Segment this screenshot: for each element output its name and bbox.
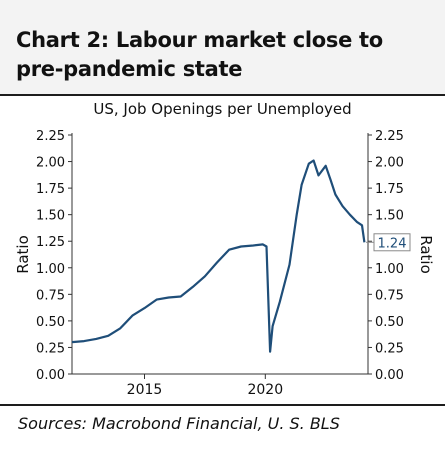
y-tick-label-left: 1.75 bbox=[36, 182, 65, 197]
x-tick-label: 2015 bbox=[127, 382, 163, 398]
y-tick-label-left: 2.25 bbox=[36, 129, 65, 144]
y-axis-title-left: Ratio bbox=[14, 235, 32, 274]
y-tick-label-right: 0.00 bbox=[375, 368, 404, 383]
last-value-label: 1.24 bbox=[378, 236, 407, 251]
chart-subtitle: US, Job Openings per Unemployed bbox=[93, 100, 352, 118]
y-tick-label-right: 0.50 bbox=[375, 315, 404, 330]
y-tick-label-left: 0.50 bbox=[36, 315, 65, 330]
y-tick-label-left: 1.25 bbox=[36, 235, 65, 250]
y-tick-label-left: 0.25 bbox=[36, 341, 65, 356]
y-tick-label-right: 2.25 bbox=[375, 129, 404, 144]
chart-footer: Sources: Macrobond Financial, U. S. BLS bbox=[0, 404, 445, 459]
y-axis-title-right: Ratio bbox=[417, 235, 435, 274]
y-tick-label-left: 2.00 bbox=[36, 156, 65, 171]
y-tick-label-right: 1.50 bbox=[375, 209, 404, 224]
last-value-box bbox=[373, 233, 411, 252]
y-tick-label-right: 1.75 bbox=[375, 182, 404, 197]
source-note: Sources: Macrobond Financial, U. S. BLS bbox=[18, 414, 340, 433]
y-tick-label-left: 1.00 bbox=[36, 262, 65, 277]
x-tick-label: 2020 bbox=[247, 382, 283, 398]
y-tick-label-right: 0.25 bbox=[375, 341, 404, 356]
chart-header: Chart 2: Labour market close to pre-pand… bbox=[0, 0, 445, 96]
y-tick-label-right: 2.00 bbox=[375, 156, 404, 171]
y-tick-label-left: 0.00 bbox=[36, 368, 65, 383]
y-tick-label-left: 0.75 bbox=[36, 288, 65, 303]
y-tick-label-right: 0.75 bbox=[375, 288, 404, 303]
chart-title: Chart 2: Labour market close to pre-pand… bbox=[16, 28, 383, 81]
y-tick-label-right: 1.00 bbox=[375, 262, 404, 277]
y-tick-label-left: 1.50 bbox=[36, 209, 65, 224]
series-line bbox=[71, 159, 366, 353]
